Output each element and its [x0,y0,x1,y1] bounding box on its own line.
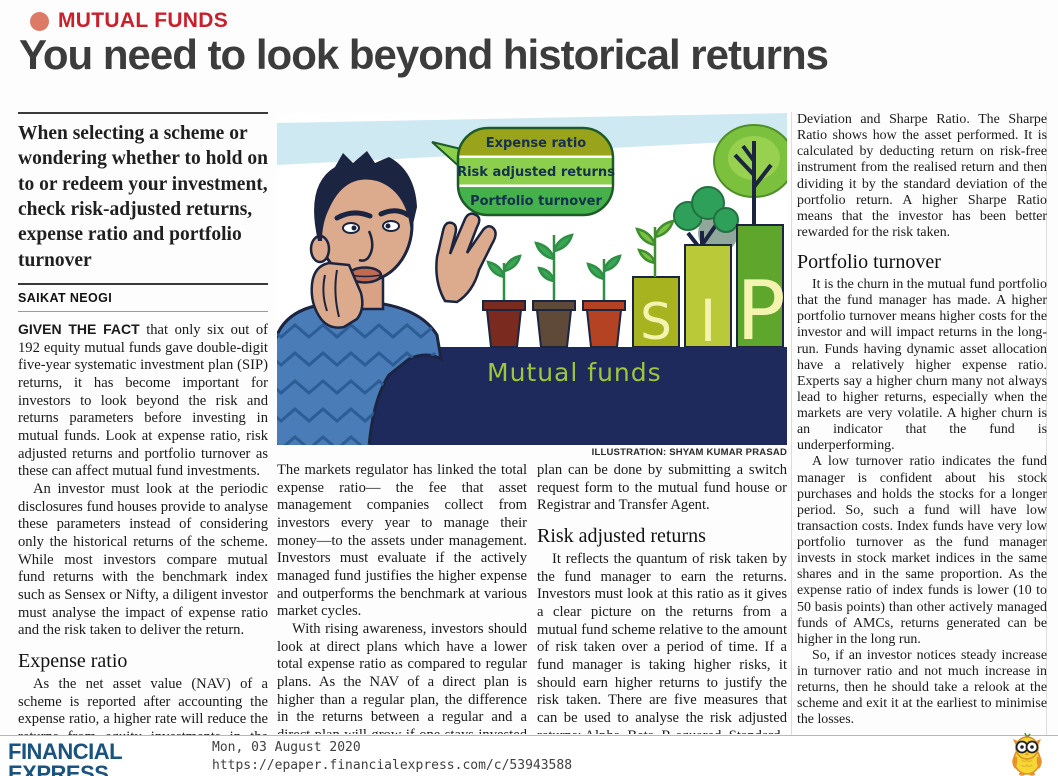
paragraph: plan can be done by submitting a switch … [537,462,787,514]
middle-text-columns: The markets regulator has linked the tot… [277,462,787,734]
man-illustration [277,151,497,445]
paragraph: As the net asset value (NAV) of a scheme… [18,675,268,735]
pot-1 [482,254,526,348]
trees [673,124,787,283]
article-illustration: S I P Mutual funds [277,113,787,445]
epaper-url[interactable]: https://epaper.financialexpress.com/c/53… [212,757,573,773]
paragraph: GIVEN THE FACT that only six out of 192 … [18,321,268,481]
illustration-caption: Mutual funds [487,358,662,387]
footer-bar: FINANCIAL EXPRESS READ TO LEAD Mon, 03 A… [0,732,1058,776]
paragraph: It reflects the quantum of risk taken by… [537,550,787,734]
paragraph: So, if an investor notices steady increa… [797,647,1047,728]
section-kicker: MUTUAL FUNDS [58,9,229,32]
column-3: plan can be done by submitting a switch … [537,462,787,734]
column-rule [791,112,792,735]
capture-date: Mon, 03 August 2020 [212,740,361,755]
standfirst: When selecting a scheme or wondering whe… [18,112,268,283]
section-bullet-icon [30,11,49,31]
bubble-label-expense-ratio: Expense ratio [486,136,587,151]
paragraph: An investor must look at the periodic di… [18,480,268,639]
illustration-credit: ILLUSTRATION: SHYAM KUMAR PRASAD [591,447,787,458]
paragraph: Deviation and Sharpe Ratio. The Sharpe R… [797,112,1047,240]
sip-letter-p: P [736,264,785,359]
sip-letter-s: S [640,293,672,351]
owl-mascot-icon[interactable] [1008,732,1046,776]
paragraph-text: that only six out of 192 equity mutual f… [18,322,268,480]
potted-plants [482,233,626,348]
paragraph: A low turnover ratio indicates the fund … [797,454,1047,647]
logo-wordmark: FINANCIAL EXPRESS [8,739,122,776]
lead-in: GIVEN THE FACT [18,321,140,338]
section-heading-risk-adjusted-returns: Risk adjusted returns [537,524,706,547]
financial-express-logo: FINANCIAL EXPRESS READ TO LEAD [8,741,208,776]
pot-3 [582,254,626,348]
article-headline: You need to look beyond historical retur… [19,31,829,78]
capture-stamp: Mon, 03 August 2020 https://epaper.finan… [212,739,572,774]
pot-2 [532,233,576,348]
speech-bubble: Expense ratio Risk adjusted returns Port… [431,126,615,217]
byline: SAIKAT NEOGI [18,283,268,313]
paragraph: With rising awareness, investors should … [277,620,527,734]
column-1: When selecting a scheme or wondering whe… [18,112,268,735]
sip-letter-i: I [699,287,716,355]
section-header: MUTUAL FUNDS [30,9,228,33]
paragraph: It is the churn in the mutual fund portf… [797,277,1047,454]
column-4: Deviation and Sharpe Ratio. The Sharpe R… [797,112,1047,735]
bubble-label-portfolio-turnover: Portfolio turnover [470,194,602,209]
section-heading-portfolio-turnover: Portfolio turnover [797,251,941,273]
bubble-label-risk-adjusted-returns: Risk adjusted returns [457,165,615,180]
column-2: The markets regulator has linked the tot… [277,462,527,734]
middle-block: S I P Mutual funds [277,113,787,734]
sip-bars: S I P [632,219,786,359]
paragraph: The markets regulator has linked the tot… [277,462,527,620]
section-heading-expense-ratio: Expense ratio [18,649,128,672]
page-edge-rule [1046,112,1047,735]
